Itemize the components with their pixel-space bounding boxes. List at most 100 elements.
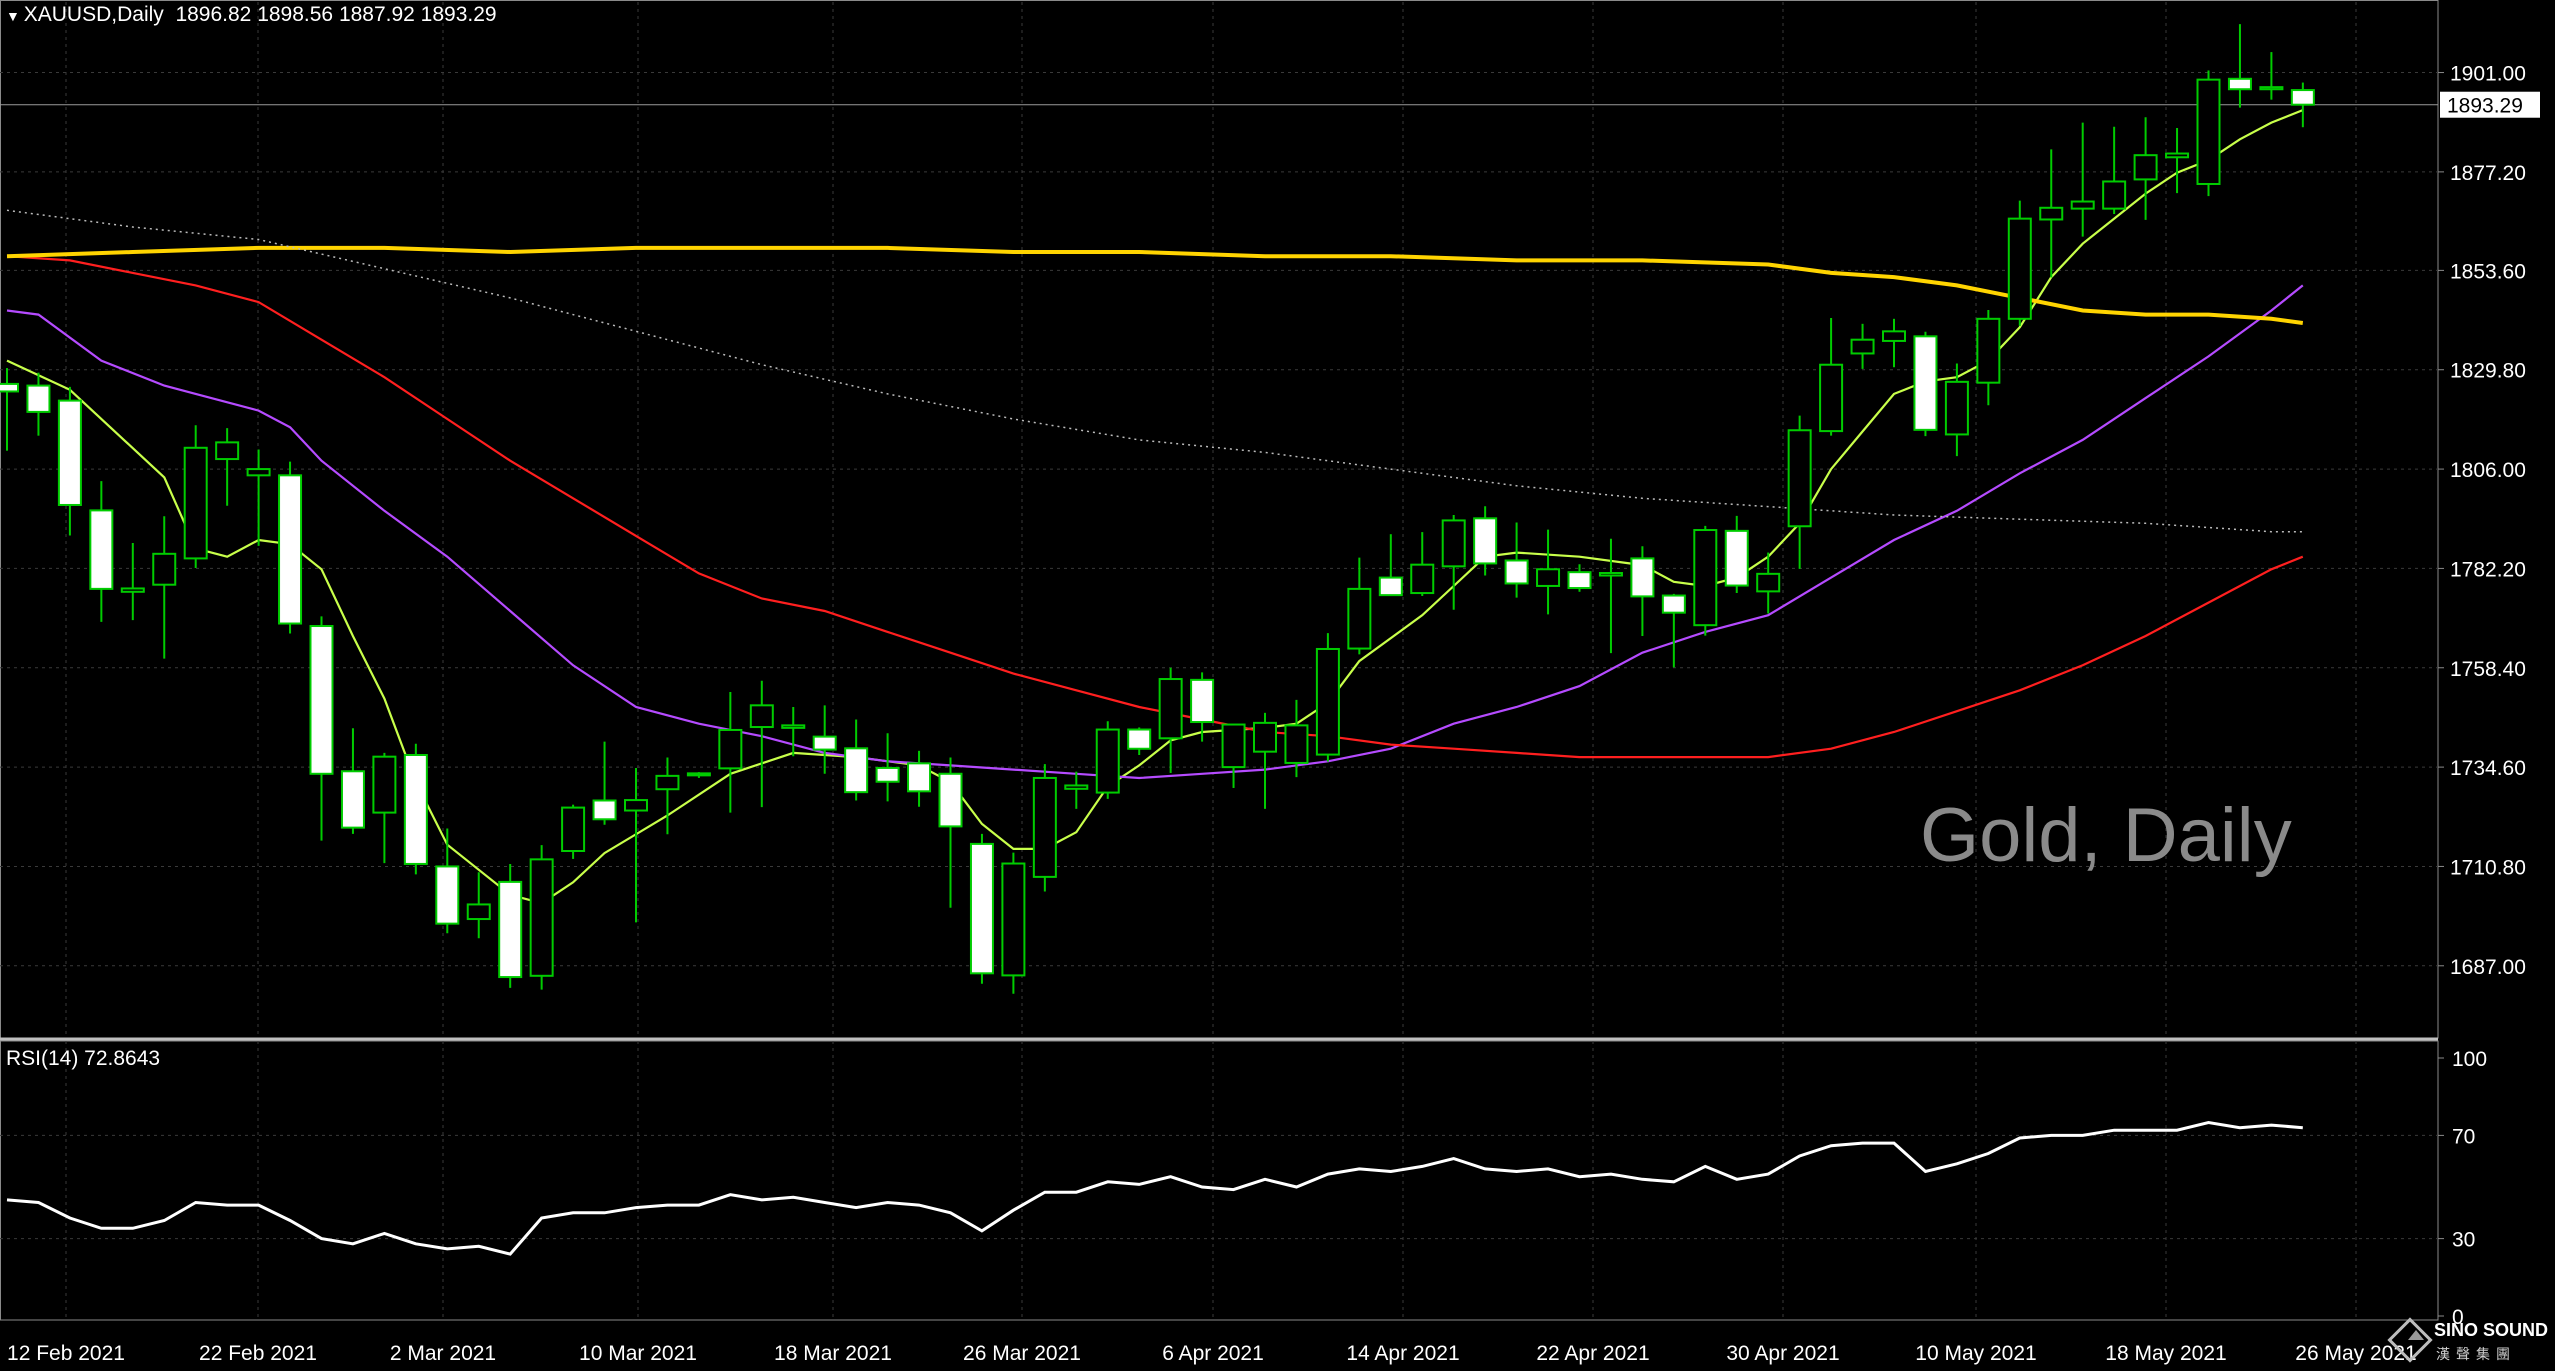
candle[interactable] bbox=[1536, 529, 1561, 615]
candle[interactable] bbox=[2133, 117, 2158, 220]
candle-body bbox=[1347, 587, 1372, 650]
candle[interactable] bbox=[781, 706, 806, 757]
candle-body bbox=[1410, 563, 1435, 595]
candle[interactable] bbox=[1598, 538, 1623, 654]
candle[interactable] bbox=[309, 616, 334, 841]
candle[interactable] bbox=[1032, 764, 1057, 892]
candle[interactable] bbox=[1001, 852, 1026, 994]
candle[interactable] bbox=[152, 516, 177, 659]
collapse-triangle-icon[interactable]: ▼ bbox=[6, 8, 24, 24]
candle[interactable] bbox=[246, 449, 271, 546]
candle[interactable] bbox=[969, 833, 994, 984]
candle[interactable] bbox=[2070, 122, 2095, 237]
candle[interactable] bbox=[529, 845, 554, 990]
candle[interactable] bbox=[1441, 514, 1466, 610]
candle[interactable] bbox=[1158, 667, 1183, 773]
candle[interactable] bbox=[686, 772, 711, 778]
candle[interactable] bbox=[875, 733, 900, 802]
candle[interactable] bbox=[57, 386, 82, 536]
candle[interactable] bbox=[2039, 149, 2064, 278]
candle[interactable] bbox=[89, 481, 114, 622]
candle-body bbox=[1882, 330, 1906, 342]
price-tick-label: 1853.60 bbox=[2450, 260, 2526, 283]
candle-body bbox=[215, 441, 240, 461]
candle[interactable] bbox=[2290, 82, 2315, 128]
candle-body bbox=[907, 762, 932, 793]
candle[interactable] bbox=[1253, 712, 1277, 809]
candle[interactable] bbox=[1756, 552, 1781, 614]
candle[interactable] bbox=[1095, 721, 1120, 799]
candle[interactable] bbox=[2259, 52, 2284, 100]
candle[interactable] bbox=[1284, 699, 1309, 778]
candle[interactable] bbox=[1473, 506, 1498, 576]
candle[interactable] bbox=[1347, 557, 1372, 655]
candle[interactable] bbox=[372, 752, 397, 864]
candle-body bbox=[561, 806, 586, 853]
candle[interactable] bbox=[938, 757, 963, 908]
candle[interactable] bbox=[2007, 200, 2032, 326]
candle[interactable] bbox=[1221, 723, 1246, 788]
price-tick-label: 1734.60 bbox=[2450, 757, 2526, 780]
candle[interactable] bbox=[1976, 310, 2001, 406]
candle[interactable] bbox=[1850, 323, 1875, 369]
moving-average-line bbox=[6, 245, 2304, 325]
candle[interactable] bbox=[1504, 522, 1529, 598]
candle[interactable] bbox=[2102, 126, 2127, 215]
candle[interactable] bbox=[749, 680, 774, 808]
candle[interactable] bbox=[1190, 672, 1215, 742]
x-tick-label: 14 Apr 2021 bbox=[1346, 1342, 1459, 1365]
candle[interactable] bbox=[1630, 546, 1655, 637]
logo-brand-text: SINO SOUND bbox=[2434, 1320, 2549, 1340]
candle[interactable] bbox=[340, 728, 365, 834]
candle-body bbox=[2007, 217, 2032, 320]
candle[interactable] bbox=[26, 372, 51, 436]
chart-shift-icon[interactable] bbox=[2408, 1330, 2424, 1340]
candle[interactable] bbox=[183, 425, 208, 569]
x-tick-label: 18 Mar 2021 bbox=[774, 1342, 892, 1365]
price-tick-label: 1806.00 bbox=[2450, 459, 2526, 482]
candle[interactable] bbox=[1819, 317, 1844, 436]
candle[interactable] bbox=[498, 863, 523, 988]
candle[interactable] bbox=[624, 767, 648, 923]
candle[interactable] bbox=[1127, 727, 1152, 755]
rsi-tick-label: 70 bbox=[2452, 1125, 2475, 1148]
rsi-tick-label: 0 bbox=[2452, 1306, 2464, 1329]
candle[interactable] bbox=[812, 705, 837, 774]
candle[interactable] bbox=[1567, 564, 1592, 592]
candle[interactable] bbox=[0, 368, 19, 451]
candle-body bbox=[278, 474, 303, 625]
candle[interactable] bbox=[215, 428, 240, 506]
candle[interactable] bbox=[1913, 331, 1938, 437]
candle[interactable] bbox=[1410, 532, 1435, 596]
candle[interactable] bbox=[907, 750, 932, 807]
candle[interactable] bbox=[2196, 70, 2221, 197]
candle[interactable] bbox=[1724, 515, 1749, 594]
candle[interactable] bbox=[844, 719, 869, 801]
candle[interactable] bbox=[120, 542, 145, 621]
candle[interactable] bbox=[1787, 415, 1812, 569]
candle[interactable] bbox=[655, 757, 680, 835]
candle-body bbox=[1724, 529, 1749, 587]
candle[interactable] bbox=[1315, 633, 1340, 762]
candle[interactable] bbox=[2165, 128, 2190, 194]
candle[interactable] bbox=[561, 804, 586, 859]
symbol-label: XAUUSD,Daily bbox=[23, 3, 164, 26]
candle[interactable] bbox=[1882, 318, 1906, 368]
brand-logo: SINO SOUND 漢聲集團 bbox=[2386, 1314, 2551, 1368]
candle-body bbox=[844, 747, 869, 794]
candle[interactable] bbox=[466, 872, 491, 939]
candle-body bbox=[372, 755, 397, 814]
candle[interactable] bbox=[278, 461, 303, 634]
candle[interactable] bbox=[1693, 525, 1718, 636]
candle[interactable] bbox=[2227, 24, 2252, 108]
candle[interactable] bbox=[1944, 363, 1969, 457]
candle[interactable] bbox=[1064, 771, 1089, 809]
candle[interactable] bbox=[435, 828, 460, 934]
candle[interactable] bbox=[718, 691, 743, 813]
candle[interactable] bbox=[1378, 534, 1403, 597]
candle[interactable] bbox=[592, 741, 617, 825]
candle[interactable] bbox=[403, 743, 428, 875]
candle-body bbox=[1756, 572, 1781, 593]
candle[interactable] bbox=[1661, 593, 1686, 668]
